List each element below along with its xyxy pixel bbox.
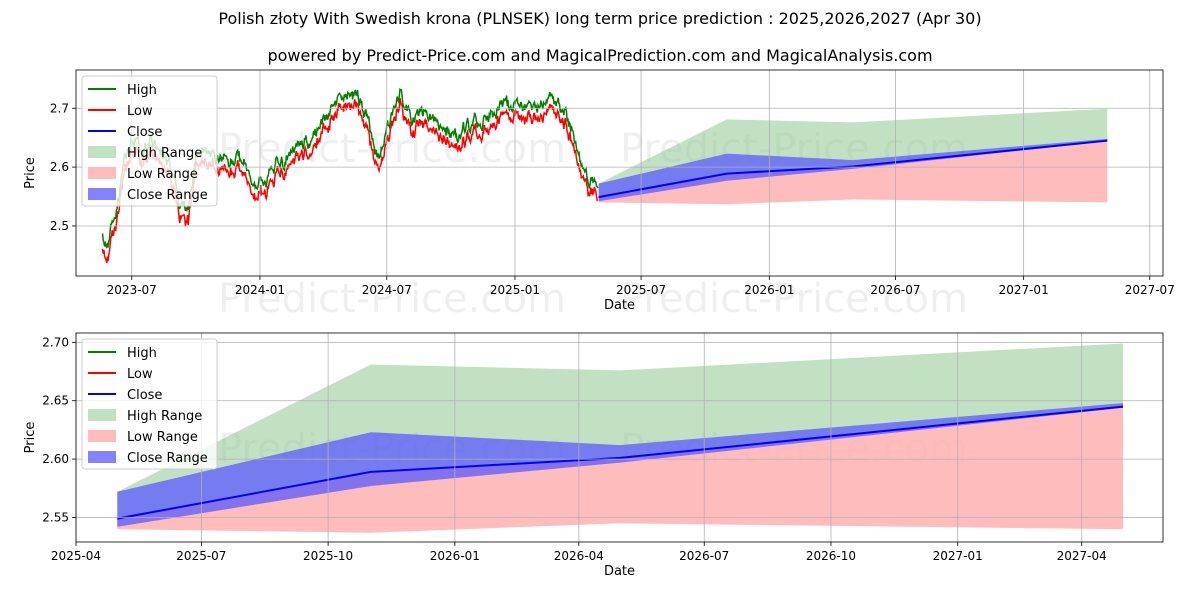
high-range-band	[598, 108, 1108, 198]
legend-label: Low	[127, 104, 153, 119]
legend-label: Close Range	[127, 188, 208, 203]
y-tick-label: 2.70	[42, 335, 69, 349]
x-tick-label: 2025-07	[176, 549, 226, 563]
legend-swatch	[88, 430, 116, 442]
legend: High Low Close High Range Low Range Close Ran…	[81, 75, 218, 207]
legend: High Low Close High Range Low Range Close Ran…	[81, 338, 218, 470]
x-tick-label: 2025-10	[303, 549, 353, 563]
x-tick-label: 2023-07	[107, 283, 157, 297]
x-tick-label: 2026-01	[744, 283, 794, 297]
x-axis-label: Date	[604, 564, 635, 579]
chart-subtitle: powered by Predict-Price.com and Magical…	[267, 46, 933, 65]
chart-title: Polish złoty With Swedish krona (PLNSEK)…	[218, 9, 982, 28]
x-tick-label: 2025-07	[616, 283, 666, 297]
legend-swatch	[88, 451, 116, 463]
y-tick-label: 2.7	[50, 101, 69, 115]
long-term-panel: Predict-Price.com Predict-Price.com Predic…	[23, 69, 1175, 322]
close-line	[598, 139, 1108, 199]
plot-frame	[75, 332, 1164, 543]
legend-label: Low Range	[127, 167, 198, 182]
x-tick-label: 2025-04	[51, 549, 101, 563]
x-tick-label: 2027-01	[999, 283, 1049, 297]
x-tick-label: 2027-04	[1057, 549, 1107, 563]
legend-label: High Range	[127, 146, 202, 161]
watermark-text: Predict-Price.com	[620, 276, 968, 322]
legend-label: High	[127, 346, 157, 361]
x-tick-label: 2026-01	[430, 549, 480, 563]
legend-label: High Range	[127, 409, 202, 424]
close-range-band	[117, 403, 1124, 527]
legend-swatch	[88, 409, 116, 421]
y-tick-label: 2.65	[42, 394, 69, 408]
plot-frame	[75, 69, 1164, 277]
watermark-text: Predict-Price.com	[218, 126, 566, 172]
x-tick-label: 2026-04	[554, 549, 604, 563]
legend-swatch	[88, 188, 116, 200]
forecast-zoom-panel: Predict-Price.comPredict-Price.com2025-0…	[23, 332, 1164, 579]
legend-label: Close	[127, 125, 162, 140]
x-tick-label: 2026-10	[806, 549, 856, 563]
low-range-band	[598, 140, 1108, 205]
x-tick-label: 2024-07	[362, 283, 412, 297]
y-tick-label: 2.60	[42, 452, 69, 466]
y-axis-label: Price	[23, 422, 38, 454]
x-tick-label: 2026-07	[679, 549, 729, 563]
high-range-band	[117, 343, 1124, 519]
y-tick-label: 2.5	[50, 219, 69, 233]
legend-label: Low	[127, 367, 153, 382]
x-tick-label: 2026-07	[870, 283, 920, 297]
y-axis-label: Price	[23, 157, 38, 189]
x-tick-label: 2024-01	[235, 283, 285, 297]
legend-swatch	[88, 167, 116, 179]
x-tick-label: 2027-01	[933, 549, 983, 563]
low-range-band	[117, 406, 1124, 533]
legend-label: Close Range	[127, 451, 208, 466]
legend-swatch	[88, 146, 116, 158]
legend-label: High	[127, 83, 157, 98]
watermark-text: Predict-Price.com	[218, 276, 566, 322]
legend-label: Low Range	[127, 430, 198, 445]
x-tick-label: 2025-01	[490, 283, 540, 297]
y-tick-label: 2.55	[42, 510, 69, 524]
x-tick-label: 2027-07	[1125, 283, 1175, 297]
y-tick-label: 2.6	[50, 160, 69, 174]
close-line	[117, 405, 1124, 520]
x-axis-label: Date	[604, 298, 635, 313]
legend-label: Close	[127, 388, 162, 403]
